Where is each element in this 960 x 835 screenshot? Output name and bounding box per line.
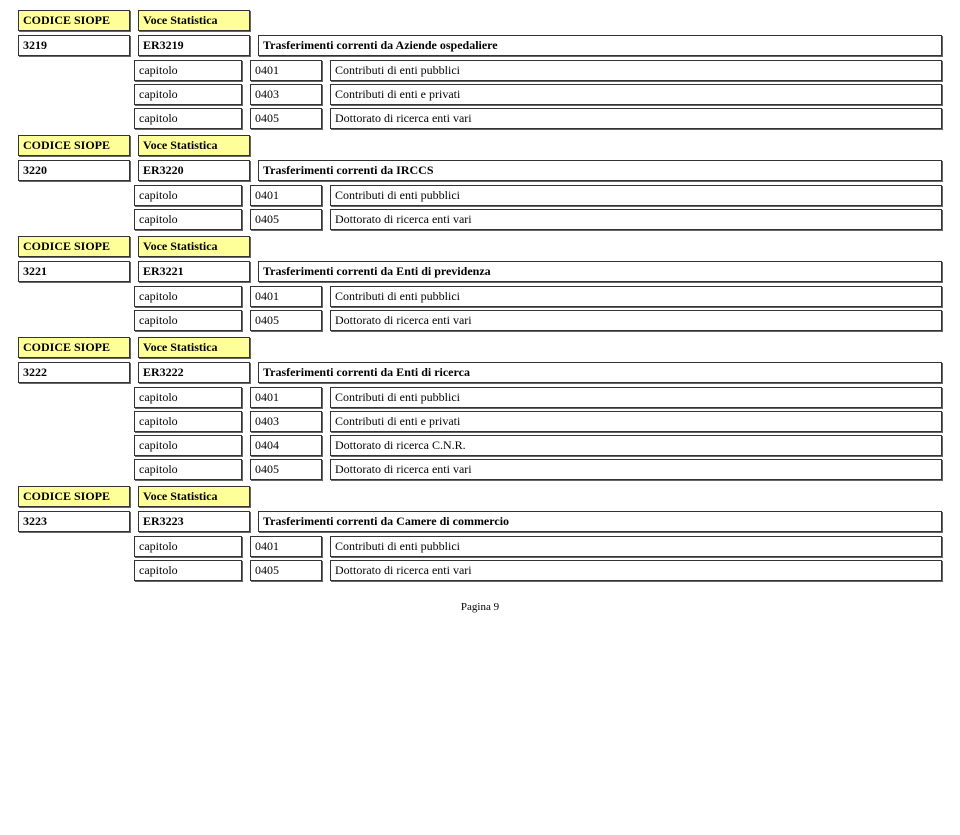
capitolo-label: capitolo (134, 536, 242, 557)
capitolo-label: capitolo (134, 185, 242, 206)
capitolo-code: 0401 (250, 185, 322, 206)
capitolo-code: 0403 (250, 84, 322, 105)
capitolo-desc: Dottorato di ricerca enti vari (330, 310, 942, 331)
siope-desc: Trasferimenti correnti da Enti di previd… (258, 261, 942, 282)
siope-desc: Trasferimenti correnti da Aziende ospeda… (258, 35, 942, 56)
header-pair: CODICE SIOPE Voce Statistica (18, 486, 942, 507)
capitolo-block: capitolo0401Contributi di enti pubblicic… (18, 387, 942, 480)
siope-er: ER3219 (138, 35, 250, 56)
siope-desc: Trasferimenti correnti da Enti di ricerc… (258, 362, 942, 383)
capitolo-code: 0401 (250, 536, 322, 557)
capitolo-code: 0405 (250, 310, 322, 331)
codice-siope-header: CODICE SIOPE (18, 135, 130, 156)
capitolo-code: 0405 (250, 209, 322, 230)
capitolo-block: capitolo0401Contributi di enti pubblicic… (18, 286, 942, 331)
capitolo-row: capitolo 0403 Contributi di enti e privati (134, 411, 942, 432)
siope-row: 3221 ER3221 Trasferimenti correnti da Enti… (18, 261, 942, 282)
capitolo-desc: Contributi di enti pubblici (330, 536, 942, 557)
capitolo-block: capitolo0401Contributi di enti pubblicic… (18, 536, 942, 581)
siope-er: ER3220 (138, 160, 250, 181)
capitolo-row: capitolo 0405 Dottorato di ricerca enti va… (134, 459, 942, 480)
voce-statistica-header: Voce Statistica (138, 486, 250, 507)
capitolo-desc: Dottorato di ricerca C.N.R. (330, 435, 942, 456)
siope-desc: Trasferimenti correnti da Camere di comm… (258, 511, 942, 532)
capitolo-desc: Contributi di enti e privati (330, 411, 942, 432)
capitolo-row: capitolo 0401 Contributi di enti pubblici (134, 286, 942, 307)
header-pair: CODICE SIOPE Voce Statistica (18, 10, 942, 31)
siope-er: ER3222 (138, 362, 250, 383)
siope-code: 3223 (18, 511, 130, 532)
capitolo-desc: Contributi di enti e privati (330, 84, 942, 105)
voce-statistica-header: Voce Statistica (138, 10, 250, 31)
capitolo-code: 0401 (250, 60, 322, 81)
voce-statistica-header: Voce Statistica (138, 337, 250, 358)
header-pair: CODICE SIOPE Voce Statistica (18, 236, 942, 257)
capitolo-label: capitolo (134, 560, 242, 581)
capitolo-code: 0405 (250, 459, 322, 480)
capitolo-label: capitolo (134, 60, 242, 81)
capitolo-label: capitolo (134, 387, 242, 408)
codice-siope-header: CODICE SIOPE (18, 236, 130, 257)
capitolo-code: 0404 (250, 435, 322, 456)
capitolo-label: capitolo (134, 310, 242, 331)
siope-code: 3221 (18, 261, 130, 282)
codice-siope-header: CODICE SIOPE (18, 486, 130, 507)
capitolo-row: capitolo 0401 Contributi di enti pubblici (134, 185, 942, 206)
capitolo-code: 0401 (250, 387, 322, 408)
capitolo-row: capitolo 0404 Dottorato di ricerca C.N.R. (134, 435, 942, 456)
capitolo-row: capitolo 0401 Contributi di enti pubblici (134, 536, 942, 557)
siope-desc: Trasferimenti correnti da IRCCS (258, 160, 942, 181)
capitolo-desc: Dottorato di ricerca enti vari (330, 108, 942, 129)
capitolo-label: capitolo (134, 84, 242, 105)
siope-code: 3222 (18, 362, 130, 383)
capitolo-desc: Contributi di enti pubblici (330, 286, 942, 307)
siope-code: 3220 (18, 160, 130, 181)
capitolo-desc: Dottorato di ricerca enti vari (330, 209, 942, 230)
page-footer: Pagina 9 (18, 601, 942, 613)
siope-code: 3219 (18, 35, 130, 56)
capitolo-label: capitolo (134, 286, 242, 307)
capitolo-row: capitolo 0401 Contributi di enti pubblici (134, 60, 942, 81)
voce-statistica-header: Voce Statistica (138, 135, 250, 156)
capitolo-row: capitolo 0401 Contributi di enti pubblici (134, 387, 942, 408)
capitolo-label: capitolo (134, 459, 242, 480)
capitolo-row: capitolo 0405 Dottorato di ricerca enti va… (134, 209, 942, 230)
capitolo-label: capitolo (134, 209, 242, 230)
siope-er: ER3221 (138, 261, 250, 282)
capitolo-code: 0405 (250, 560, 322, 581)
capitolo-row: capitolo 0405 Dottorato di ricerca enti va… (134, 560, 942, 581)
capitolo-block: capitolo0401Contributi di enti pubblicic… (18, 185, 942, 230)
capitolo-desc: Contributi di enti pubblici (330, 60, 942, 81)
siope-er: ER3223 (138, 511, 250, 532)
siope-row: 3219 ER3219 Trasferimenti correnti da Azie… (18, 35, 942, 56)
capitolo-label: capitolo (134, 435, 242, 456)
capitolo-desc: Contributi di enti pubblici (330, 387, 942, 408)
header-pair: CODICE SIOPE Voce Statistica (18, 135, 942, 156)
codice-siope-header: CODICE SIOPE (18, 337, 130, 358)
siope-row: 3223 ER3223 Trasferimenti correnti da Came… (18, 511, 942, 532)
siope-row: 3220 ER3220 Trasferimenti correnti da IRCC… (18, 160, 942, 181)
document-body: CODICE SIOPE Voce Statistica 3219 ER3219 Tra… (18, 10, 942, 581)
header-pair: CODICE SIOPE Voce Statistica (18, 337, 942, 358)
siope-row: 3222 ER3222 Trasferimenti correnti da Enti… (18, 362, 942, 383)
capitolo-row: capitolo 0405 Dottorato di ricerca enti va… (134, 310, 942, 331)
capitolo-code: 0401 (250, 286, 322, 307)
capitolo-label: capitolo (134, 108, 242, 129)
capitolo-row: capitolo 0403 Contributi di enti e privati (134, 84, 942, 105)
voce-statistica-header: Voce Statistica (138, 236, 250, 257)
capitolo-desc: Dottorato di ricerca enti vari (330, 459, 942, 480)
capitolo-row: capitolo 0405 Dottorato di ricerca enti va… (134, 108, 942, 129)
capitolo-code: 0403 (250, 411, 322, 432)
capitolo-desc: Dottorato di ricerca enti vari (330, 560, 942, 581)
capitolo-block: capitolo0401Contributi di enti pubblicic… (18, 60, 942, 129)
capitolo-code: 0405 (250, 108, 322, 129)
capitolo-desc: Contributi di enti pubblici (330, 185, 942, 206)
capitolo-label: capitolo (134, 411, 242, 432)
codice-siope-header: CODICE SIOPE (18, 10, 130, 31)
